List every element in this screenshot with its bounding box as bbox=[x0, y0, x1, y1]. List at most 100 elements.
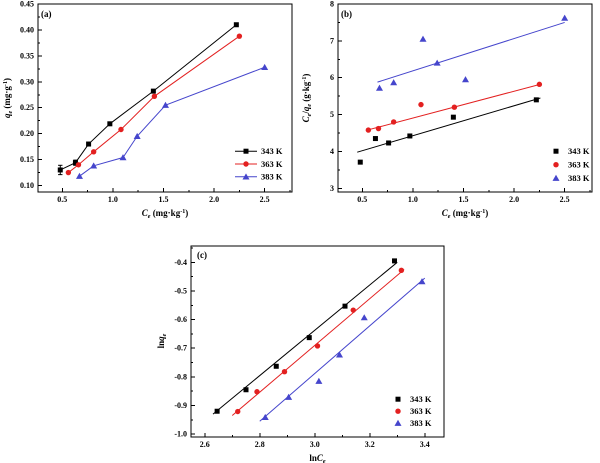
triangle-marker bbox=[75, 172, 83, 179]
y-tick-label: -0.9 bbox=[174, 401, 187, 410]
panel-label: (c) bbox=[197, 250, 207, 260]
series-343K bbox=[57, 22, 239, 176]
series-363K bbox=[365, 81, 543, 133]
data-line bbox=[60, 24, 237, 171]
y-tick-label: -0.7 bbox=[174, 344, 187, 353]
panel-b-chart: 0.5 1.0 1.5 2.0 2.5 3 4 5 6 7 8 Ce (mg·kg-1) Ce/qe (… bbox=[301, 0, 593, 220]
x-tick-label: 0.5 bbox=[57, 195, 67, 204]
series-383K bbox=[75, 63, 269, 179]
axes: 2.6 2.8 3.0 3.2 3.4 -1.0 -0.9 -0.8 -0.7 -0.6 -0.5 -… bbox=[174, 247, 430, 449]
y-tick-label: 0.20 bbox=[20, 129, 34, 138]
panel-label: (b) bbox=[341, 9, 352, 19]
square-marker bbox=[86, 141, 92, 147]
x-tick-label: 3.4 bbox=[420, 440, 430, 449]
y-tick-label: 0.35 bbox=[20, 51, 34, 60]
x-tick-label: 2.5 bbox=[260, 195, 270, 204]
series-363K bbox=[231, 267, 405, 416]
x-axis-label: Ce (mg·kg-1) bbox=[142, 208, 189, 220]
square-marker bbox=[273, 363, 279, 369]
square-marker bbox=[306, 335, 312, 341]
y-axis-label: lnqe bbox=[156, 333, 168, 348]
panel-c: 2.6 2.8 3.0 3.2 3.4 -1.0 -0.9 -0.8 -0.7 -0.6 -0.5 -… bbox=[140, 230, 470, 463]
triangle-marker bbox=[419, 35, 427, 42]
circle-marker bbox=[65, 169, 72, 176]
legend-triangle-marker bbox=[552, 174, 560, 181]
legend-label: 363 K bbox=[410, 406, 432, 416]
legend-triangle-marker bbox=[242, 173, 250, 180]
y-tick-label: 5 bbox=[330, 110, 334, 119]
triangle-marker bbox=[162, 101, 170, 108]
y-tick-label: 0.30 bbox=[20, 77, 34, 86]
square-marker bbox=[233, 22, 239, 28]
legend: 343 K 363 K 383 K bbox=[235, 146, 283, 182]
circle-marker bbox=[536, 81, 543, 88]
triangle-marker bbox=[375, 84, 383, 91]
circle-marker bbox=[75, 162, 82, 168]
square-marker bbox=[372, 136, 378, 142]
y-tick-label: 8 bbox=[330, 0, 334, 9]
square-marker bbox=[450, 114, 456, 120]
x-tick-label: 3.2 bbox=[365, 440, 375, 449]
circle-marker bbox=[235, 408, 241, 415]
square-marker bbox=[243, 387, 249, 393]
y-tick-label: 0.25 bbox=[20, 103, 34, 112]
triangle-marker bbox=[390, 79, 398, 86]
y-tick-label: 0.15 bbox=[20, 155, 34, 164]
x-tick-label: 2.8 bbox=[255, 440, 265, 449]
legend: 343 K 363 K 383 K bbox=[394, 394, 432, 428]
square-marker bbox=[392, 258, 397, 264]
plot-frame bbox=[337, 3, 593, 193]
triangle-marker bbox=[119, 154, 127, 161]
circle-marker bbox=[350, 307, 356, 313]
series-383K bbox=[375, 14, 569, 91]
legend-circle-marker bbox=[395, 408, 401, 414]
x-tick-label: 1.0 bbox=[108, 195, 118, 204]
legend-label: 363 K bbox=[568, 160, 590, 170]
triangle-marker bbox=[90, 162, 98, 169]
y-tick-label: 6 bbox=[330, 73, 334, 82]
circle-marker bbox=[390, 119, 397, 125]
square-marker bbox=[57, 167, 63, 173]
y-tick-label: 0.40 bbox=[20, 25, 34, 34]
triangle-marker bbox=[315, 377, 323, 384]
x-tick-label: 1.0 bbox=[408, 195, 418, 204]
fit-line bbox=[212, 261, 398, 415]
panel-b: 0.5 1.0 1.5 2.0 2.5 3 4 5 6 7 8 Ce (mg·kg-1) Ce/qe (… bbox=[300, 0, 600, 230]
y-tick-label: 0.10 bbox=[20, 181, 34, 190]
y-tick-label: 0.45 bbox=[20, 0, 34, 9]
legend-circle-marker bbox=[553, 162, 559, 168]
y-tick-label: 7 bbox=[330, 36, 334, 45]
circle-marker bbox=[375, 125, 382, 132]
square-marker bbox=[386, 140, 392, 146]
triangle-marker bbox=[433, 59, 441, 66]
legend-label: 343 K bbox=[410, 394, 432, 404]
legend-square-marker bbox=[243, 148, 249, 154]
legend-triangle-marker bbox=[394, 419, 402, 426]
square-marker bbox=[533, 97, 539, 103]
series-383K bbox=[259, 277, 426, 422]
circle-marker bbox=[281, 369, 288, 375]
legend-circle-marker bbox=[243, 161, 249, 167]
circle-marker bbox=[236, 33, 243, 39]
circle-marker bbox=[90, 149, 97, 155]
circle-marker bbox=[451, 104, 458, 110]
circle-marker bbox=[314, 343, 321, 349]
series-343K bbox=[357, 97, 541, 165]
axes: 0.5 1.0 1.5 2.0 2.5 0.10 0.15 0.20 0.25 0.30 0.35 0… bbox=[20, 0, 291, 204]
axes: 0.5 1.0 1.5 2.0 2.5 3 4 5 6 7 8 bbox=[330, 0, 591, 204]
triangle-marker bbox=[261, 63, 269, 70]
triangle-marker bbox=[133, 132, 141, 139]
square-marker bbox=[214, 408, 220, 414]
legend-square-marker bbox=[395, 396, 401, 402]
y-tick-label: 3 bbox=[330, 184, 334, 193]
square-marker bbox=[342, 303, 348, 309]
y-tick-label: -0.6 bbox=[174, 315, 187, 324]
square-marker bbox=[407, 133, 413, 139]
triangle-marker bbox=[360, 314, 368, 321]
plot-frame bbox=[190, 245, 445, 438]
x-axis-label: Ce (mg·kg-1) bbox=[442, 208, 489, 220]
plot-frame bbox=[37, 3, 293, 193]
triangle-marker bbox=[285, 393, 293, 400]
x-tick-label: 3.0 bbox=[310, 440, 320, 449]
